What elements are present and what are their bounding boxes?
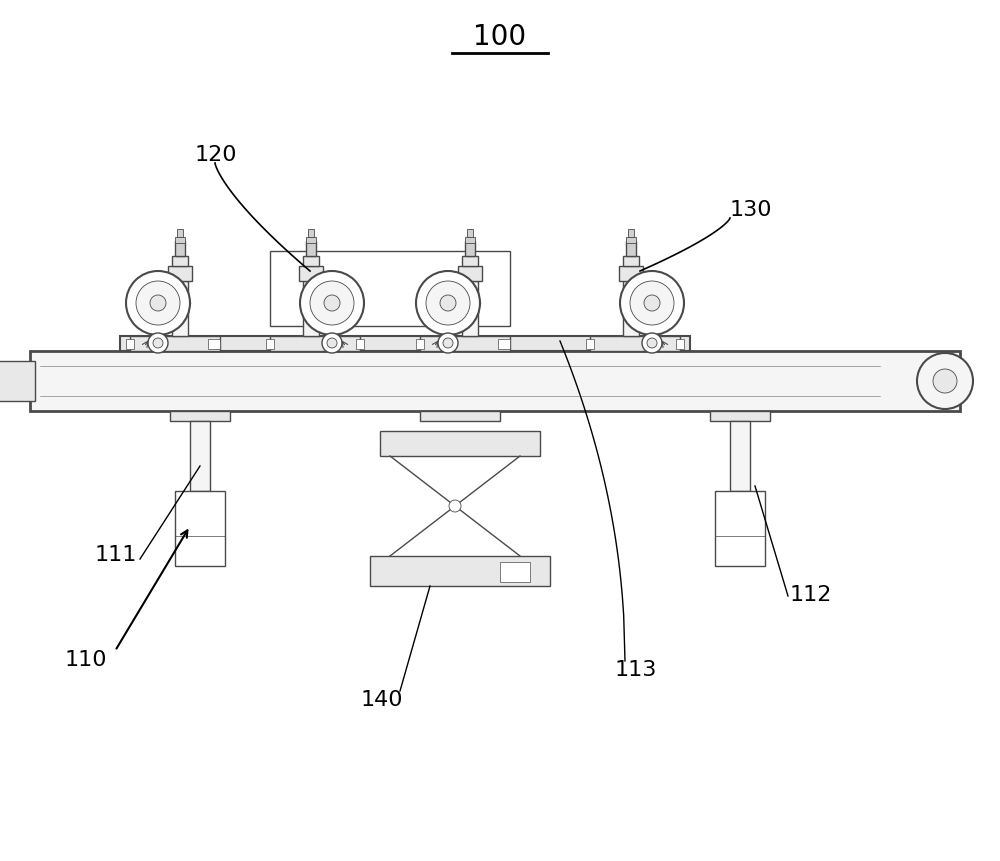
Bar <box>130 336 220 351</box>
Text: 130: 130 <box>730 200 772 220</box>
Bar <box>190 421 210 491</box>
Circle shape <box>642 333 662 353</box>
Bar <box>622 256 639 266</box>
Bar <box>462 256 478 266</box>
Bar <box>464 237 475 243</box>
Bar <box>175 491 225 566</box>
Bar <box>120 336 690 351</box>
Circle shape <box>148 333 168 353</box>
Bar <box>626 241 636 256</box>
Text: 112: 112 <box>790 585 832 605</box>
Bar <box>166 295 172 311</box>
Bar <box>676 339 684 349</box>
Bar <box>172 256 188 266</box>
Circle shape <box>416 271 480 335</box>
Bar <box>270 251 510 326</box>
Bar <box>306 237 316 243</box>
Text: 111: 111 <box>95 545 137 565</box>
Circle shape <box>126 271 190 335</box>
Bar <box>618 266 642 281</box>
Circle shape <box>440 295 456 311</box>
Bar <box>318 295 324 311</box>
Bar <box>590 336 680 351</box>
Bar <box>466 229 473 237</box>
Circle shape <box>644 295 660 311</box>
Bar <box>0 361 35 401</box>
Bar <box>176 229 182 237</box>
Bar <box>464 241 475 256</box>
Bar <box>175 237 184 243</box>
Circle shape <box>647 338 657 348</box>
Bar <box>500 562 530 582</box>
Bar <box>126 339 134 349</box>
Bar <box>715 491 765 566</box>
Bar <box>298 266 322 281</box>
Bar <box>710 411 770 421</box>
Bar <box>356 339 364 349</box>
Bar <box>420 336 510 351</box>
Bar <box>420 411 500 421</box>
Circle shape <box>426 281 470 325</box>
Circle shape <box>324 295 340 311</box>
Bar <box>628 229 634 237</box>
Bar <box>639 295 644 311</box>
Bar <box>308 229 314 237</box>
Text: 113: 113 <box>615 660 657 680</box>
Circle shape <box>620 271 684 335</box>
Bar <box>456 295 462 311</box>
Bar <box>168 266 192 281</box>
Circle shape <box>443 338 453 348</box>
Text: 120: 120 <box>195 145 238 165</box>
Circle shape <box>322 333 342 353</box>
Bar <box>175 241 184 256</box>
Bar <box>302 256 318 266</box>
Bar <box>626 237 636 243</box>
Bar <box>270 336 360 351</box>
Text: 140: 140 <box>361 690 403 710</box>
Circle shape <box>933 369 957 393</box>
Text: 100: 100 <box>473 23 527 51</box>
Circle shape <box>630 281 674 325</box>
Circle shape <box>327 338 337 348</box>
Circle shape <box>136 281 180 325</box>
Bar <box>622 281 639 336</box>
Bar <box>170 411 230 421</box>
Bar <box>586 339 594 349</box>
Circle shape <box>449 500 461 512</box>
Bar <box>416 339 424 349</box>
Circle shape <box>300 271 364 335</box>
Bar <box>306 241 316 256</box>
Circle shape <box>153 338 163 348</box>
Circle shape <box>310 281 354 325</box>
Text: 110: 110 <box>65 650 108 670</box>
Bar <box>172 281 188 336</box>
Bar <box>462 281 478 336</box>
Bar <box>458 266 482 281</box>
Bar <box>302 281 318 336</box>
Circle shape <box>150 295 166 311</box>
Circle shape <box>438 333 458 353</box>
Bar <box>498 339 510 349</box>
Bar <box>208 339 220 349</box>
Bar <box>370 556 550 586</box>
Bar <box>30 351 960 411</box>
Bar <box>266 339 274 349</box>
Bar <box>380 431 540 456</box>
Circle shape <box>917 353 973 409</box>
Bar <box>730 421 750 491</box>
